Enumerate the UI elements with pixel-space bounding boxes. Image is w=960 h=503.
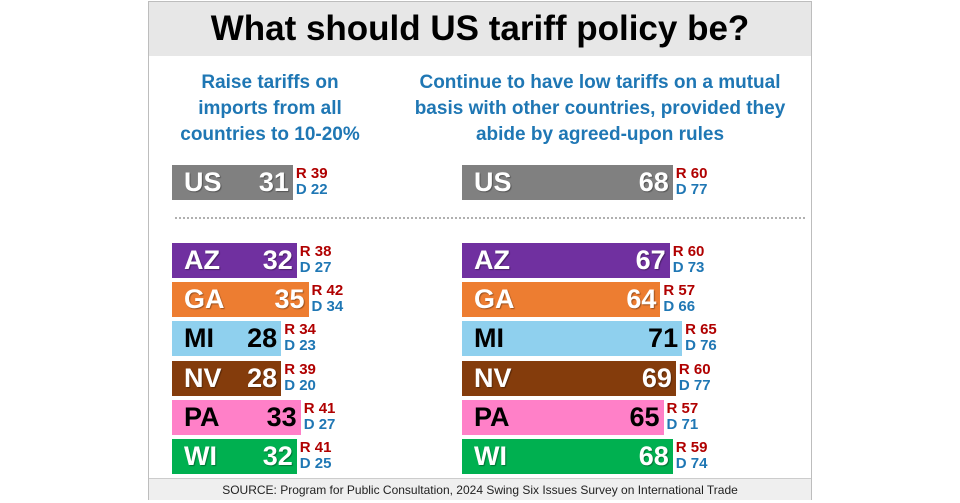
democrat-value: D 20 [284, 377, 316, 394]
bar-label: WI [474, 441, 507, 471]
source-note: SOURCE: Program for Public Consultation,… [149, 478, 811, 500]
democrat-value: D 25 [299, 455, 332, 472]
chart-title: What should US tariff policy be? [149, 2, 811, 56]
republican-value: R 41 [299, 439, 332, 456]
party-breakdown: R 60 D 73 [673, 244, 705, 276]
democrat-value: D 27 [299, 259, 332, 276]
bar-value: 28 [247, 363, 278, 393]
party-breakdown: R 39 D 22 [296, 166, 328, 198]
party-breakdown: R 41 D 25 [300, 440, 332, 472]
bar-value: 28 [247, 323, 278, 353]
republican-value: R 57 [663, 282, 696, 299]
democrat-value: D 66 [663, 298, 696, 315]
bar-raise-tariffs-nv: NV 28 [172, 361, 282, 396]
bar-value: 65 [629, 402, 660, 432]
bar-low-tariffs-nv: NV 69 [462, 361, 676, 396]
bar-low-tariffs-az: AZ 67 [462, 243, 670, 278]
party-breakdown: R 38 D 27 [300, 244, 332, 276]
bar-low-tariffs-us: US 68 [462, 165, 673, 200]
republican-value: R 39 [295, 165, 328, 182]
republican-value: R 38 [299, 243, 332, 260]
party-breakdown: R 59 D 74 [676, 440, 708, 472]
bar-label: US [184, 167, 222, 197]
bar-value: 71 [648, 323, 679, 353]
bar-label: GA [184, 284, 225, 314]
bar-raise-tariffs-wi: WI 32 [172, 439, 297, 474]
democrat-value: D 73 [672, 259, 705, 276]
right-series-header: Continue to have low tariffs on a mutual… [414, 72, 786, 145]
republican-value: R 57 [666, 400, 699, 417]
bar-raise-tariffs-az: AZ 32 [172, 243, 297, 278]
bar-label: PA [474, 402, 510, 432]
bar-value: 35 [274, 284, 305, 314]
bar-value: 69 [641, 363, 672, 393]
democrat-value: D 23 [284, 337, 316, 354]
republican-value: R 60 [678, 361, 711, 378]
bar-label: MI [474, 323, 504, 353]
bar-low-tariffs-wi: WI 68 [462, 439, 673, 474]
bar-label: AZ [184, 245, 220, 275]
bar-raise-tariffs-mi: MI 28 [172, 321, 282, 356]
bar-label: NV [184, 363, 222, 393]
left-series-header: Raise tariffs on imports from all countr… [180, 72, 360, 145]
bar-value: 31 [258, 167, 289, 197]
republican-value: R 60 [675, 165, 708, 182]
party-breakdown: R 65 D 76 [685, 322, 717, 354]
party-breakdown: R 57 D 66 [663, 283, 695, 315]
party-breakdown: R 57 D 71 [667, 401, 699, 433]
republican-value: R 41 [303, 400, 336, 417]
bar-label: GA [474, 284, 515, 314]
republican-value: R 60 [672, 243, 705, 260]
democrat-value: D 71 [666, 416, 699, 433]
party-breakdown: R 60 D 77 [676, 166, 708, 198]
bar-label: WI [184, 441, 217, 471]
bar-value: 33 [266, 402, 297, 432]
bar-label: PA [184, 402, 220, 432]
bar-label: US [474, 167, 512, 197]
party-breakdown: R 39 D 20 [284, 362, 316, 394]
democrat-value: D 77 [678, 377, 711, 394]
bar-value: 68 [638, 441, 669, 471]
bar-value: 32 [262, 245, 293, 275]
democrat-value: D 76 [685, 337, 717, 354]
bar-value: 68 [638, 167, 669, 197]
party-breakdown: R 60 D 77 [679, 362, 711, 394]
party-breakdown: R 42 D 34 [312, 283, 344, 315]
republican-value: R 59 [675, 439, 708, 456]
bar-low-tariffs-mi: MI 71 [462, 321, 683, 356]
bar-raise-tariffs-us: US 31 [172, 165, 293, 200]
divider-line [175, 217, 805, 219]
republican-value: R 34 [284, 321, 316, 338]
democrat-value: D 27 [303, 416, 336, 433]
bar-value: 64 [626, 284, 657, 314]
bar-low-tariffs-ga: GA 64 [462, 282, 661, 317]
bar-raise-tariffs-ga: GA 35 [172, 282, 309, 317]
democrat-value: D 77 [675, 181, 708, 198]
bar-value: 67 [635, 245, 666, 275]
republican-value: R 39 [284, 361, 316, 378]
bar-value: 32 [262, 441, 293, 471]
republican-value: R 42 [311, 282, 344, 299]
republican-value: R 65 [685, 321, 717, 338]
party-breakdown: R 41 D 27 [304, 401, 336, 433]
democrat-value: D 74 [675, 455, 708, 472]
democrat-value: D 34 [311, 298, 344, 315]
bar-raise-tariffs-pa: PA 33 [172, 400, 301, 435]
bar-label: AZ [474, 245, 510, 275]
bar-low-tariffs-pa: PA 65 [462, 400, 664, 435]
party-breakdown: R 34 D 23 [284, 322, 316, 354]
bar-label: NV [474, 363, 512, 393]
democrat-value: D 22 [295, 181, 328, 198]
bar-label: MI [184, 323, 214, 353]
